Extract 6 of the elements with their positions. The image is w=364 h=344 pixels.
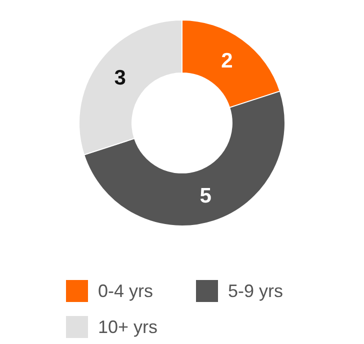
legend-label: 0-4 yrs: [98, 280, 154, 302]
data-label: 5: [200, 184, 212, 208]
legend-label: 10+ yrs: [98, 316, 158, 338]
data-label: 3: [114, 66, 126, 90]
legend-label: 5-9 yrs: [228, 280, 284, 302]
data-label: 2: [221, 50, 233, 73]
